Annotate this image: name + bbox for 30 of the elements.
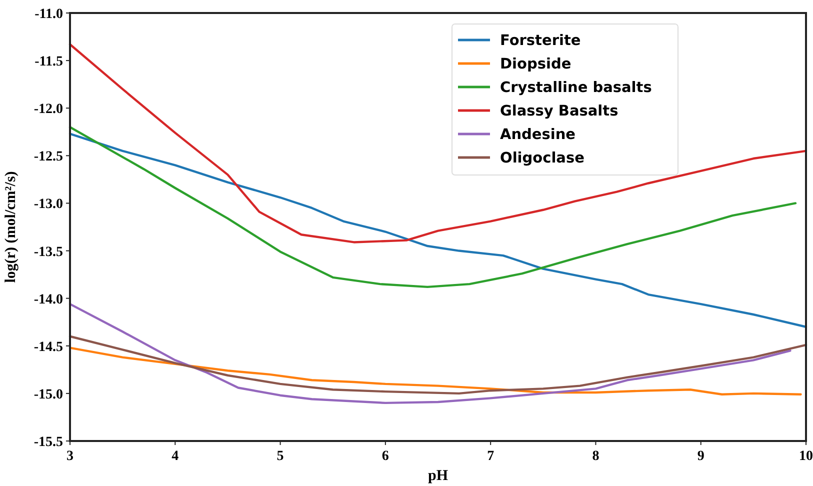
x-tick-label: 6: [382, 449, 389, 464]
line-series: [68, 126, 797, 288]
x-tick-label: 7: [487, 449, 494, 464]
x-tick-label: 10: [799, 449, 813, 464]
legend-label: Diopside: [500, 56, 572, 72]
x-axis-title: pH: [428, 468, 448, 484]
line-series: [68, 346, 802, 396]
y-tick-label: -12.5: [34, 150, 63, 165]
y-tick-label: -11.0: [34, 7, 63, 22]
line-series: [68, 302, 792, 404]
legend-label: Crystalline basalts: [500, 80, 652, 96]
y-tick-label: -11.5: [34, 54, 63, 70]
line-series: [68, 335, 808, 395]
y-tick-label: -15.0: [34, 387, 63, 402]
y-tick-label: -14.0: [34, 292, 63, 308]
legend-label: Forsterite: [500, 33, 581, 49]
legend-label: Glassy Basalts: [500, 104, 618, 120]
legend-label: Andesine: [500, 127, 576, 143]
y-tick-label: -12.0: [34, 102, 63, 118]
x-tick-label: 3: [66, 449, 74, 464]
x-tick-label: 9: [697, 449, 704, 464]
y-tick-label: -13.0: [34, 197, 63, 212]
y-tick-label: -14.5: [34, 340, 63, 355]
legend-label: Oligoclase: [500, 150, 585, 166]
y-tick-label: -13.5: [34, 244, 63, 260]
y-tick-label: -15.5: [34, 435, 63, 450]
y-axis-title: log(r) (mol/cm²/s): [3, 171, 19, 283]
x-tick-label: 8: [592, 449, 600, 464]
x-tick-label: 4: [172, 449, 179, 464]
x-tick-label: 5: [276, 449, 284, 464]
